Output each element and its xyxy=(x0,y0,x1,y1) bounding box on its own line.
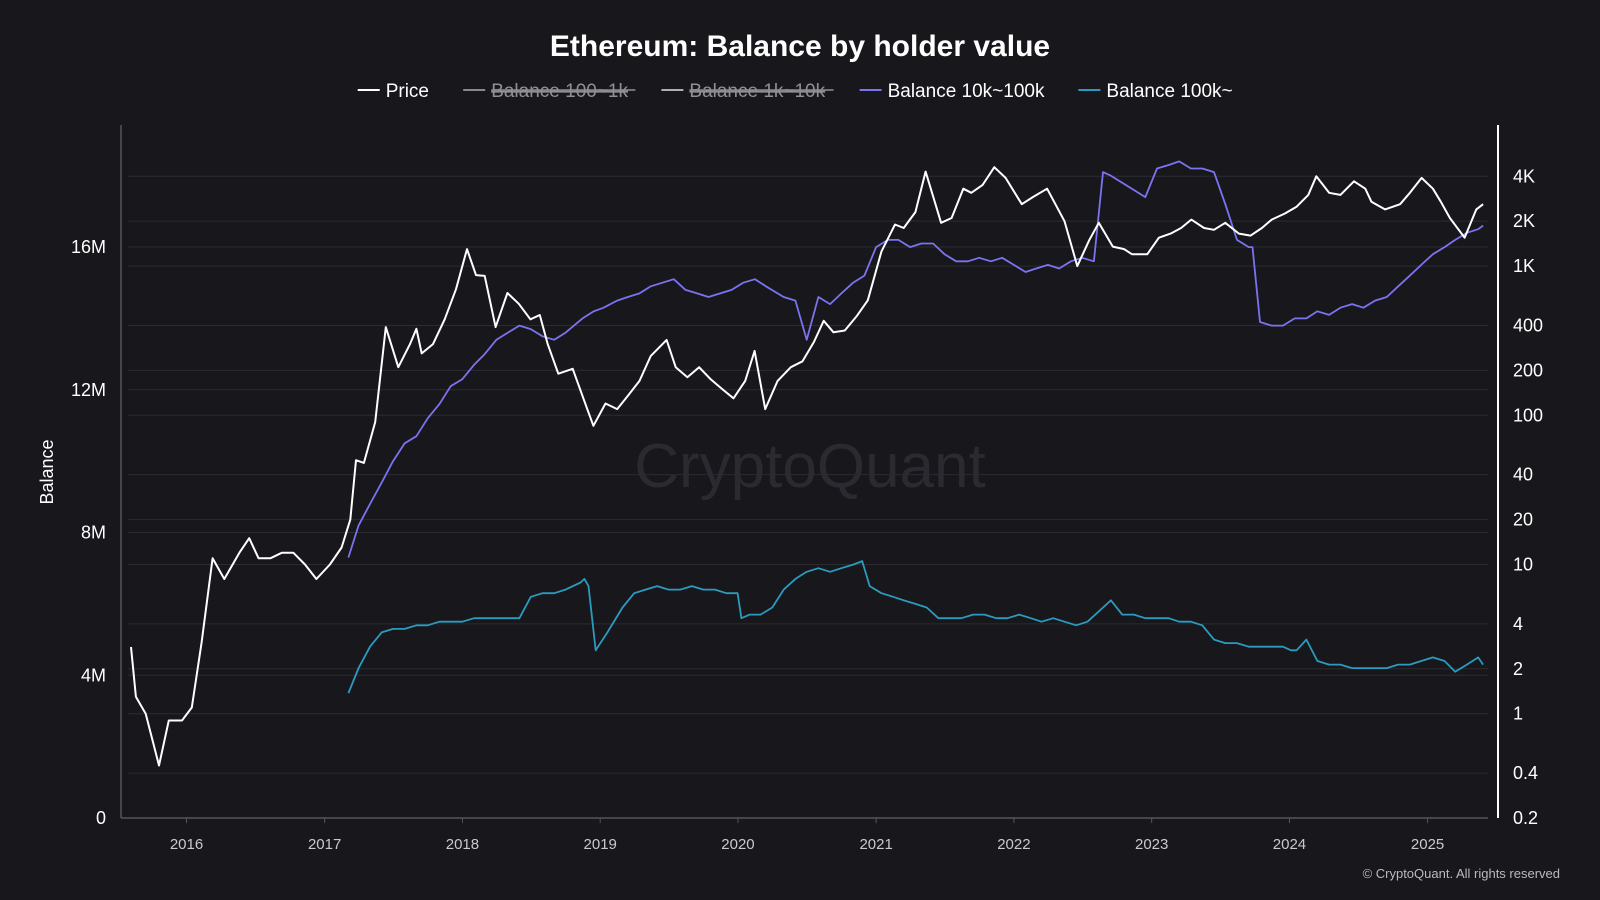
legend-label: Balance 10k~100k xyxy=(888,81,1045,102)
right-tick-label: 0.4 xyxy=(1513,763,1538,783)
right-tick-label: 400 xyxy=(1513,315,1543,335)
left-y-ticks: 0 4M 8M 12M 16M xyxy=(71,237,106,828)
left-tick-label: 4M xyxy=(81,665,106,685)
legend-label: Balance 100~1k xyxy=(491,81,628,102)
x-tick-label: 2024 xyxy=(1273,836,1306,853)
x-tick-label: 2016 xyxy=(170,836,203,853)
series-line-price xyxy=(130,166,1484,767)
right-tick-label: 40 xyxy=(1513,465,1533,485)
x-ticks: 2016 2017 2018 2019 2020 2021 2022 2023 2024 2025 xyxy=(170,818,1444,853)
series-line-balance-10k-100k xyxy=(347,160,1484,558)
legend[interactable]: Price Balance 100~1k Balance 1k~10k Balance… xyxy=(357,81,1233,102)
series-line-balance-100k xyxy=(347,560,1484,694)
x-tick-label: 2025 xyxy=(1411,836,1444,853)
right-tick-label: 4 xyxy=(1513,614,1523,634)
right-tick-label: 1K xyxy=(1513,256,1535,276)
left-tick-label: 8M xyxy=(81,523,106,543)
x-tick-label: 2019 xyxy=(584,836,617,853)
x-tick-label: 2018 xyxy=(446,836,479,853)
right-tick-label: 100 xyxy=(1513,405,1543,425)
legend-item-balance-100k[interactable]: Balance 100k~ xyxy=(1078,81,1233,102)
x-tick-label: 2021 xyxy=(859,836,892,853)
watermark: CryptoQuant xyxy=(634,432,986,501)
legend-label: Balance 100k~ xyxy=(1106,81,1232,102)
right-y-ticks: 0.2 0.4 1 2 4 10 20 40 100 200 400 1K 2K 4K xyxy=(1513,166,1543,828)
x-tick-label: 2017 xyxy=(308,836,341,853)
right-tick-label: 0.2 xyxy=(1513,808,1538,828)
right-tick-label: 200 xyxy=(1513,360,1543,380)
x-tick-label: 2023 xyxy=(1135,836,1168,853)
right-tick-label: 2K xyxy=(1513,211,1535,231)
right-tick-label: 10 xyxy=(1513,555,1533,575)
left-tick-label: 16M xyxy=(71,237,106,257)
left-tick-label: 0 xyxy=(96,808,106,828)
legend-label: Balance 1k~10k xyxy=(689,81,825,102)
legend-item-balance-1k-10k[interactable]: Balance 1k~10k xyxy=(661,81,834,102)
legend-item-price[interactable]: Price xyxy=(357,81,429,102)
copyright-footer: © CryptoQuant. All rights reserved xyxy=(1363,866,1560,881)
right-tick-label: 1 xyxy=(1513,704,1523,724)
left-axis-title: Balance xyxy=(37,439,57,504)
series-layer xyxy=(130,160,1484,767)
legend-label: Price xyxy=(386,81,429,102)
x-tick-label: 2022 xyxy=(997,836,1030,853)
legend-item-balance-100-1k[interactable]: Balance 100~1k xyxy=(463,81,636,102)
chart-title: Ethereum: Balance by holder value xyxy=(550,30,1050,63)
right-tick-label: 20 xyxy=(1513,510,1533,530)
left-tick-label: 12M xyxy=(71,380,106,400)
right-tick-label: 4K xyxy=(1513,166,1535,186)
legend-item-balance-10k-100k[interactable]: Balance 10k~100k xyxy=(859,81,1045,102)
x-tick-label: 2020 xyxy=(721,836,754,853)
right-tick-label: 2 xyxy=(1513,659,1523,679)
